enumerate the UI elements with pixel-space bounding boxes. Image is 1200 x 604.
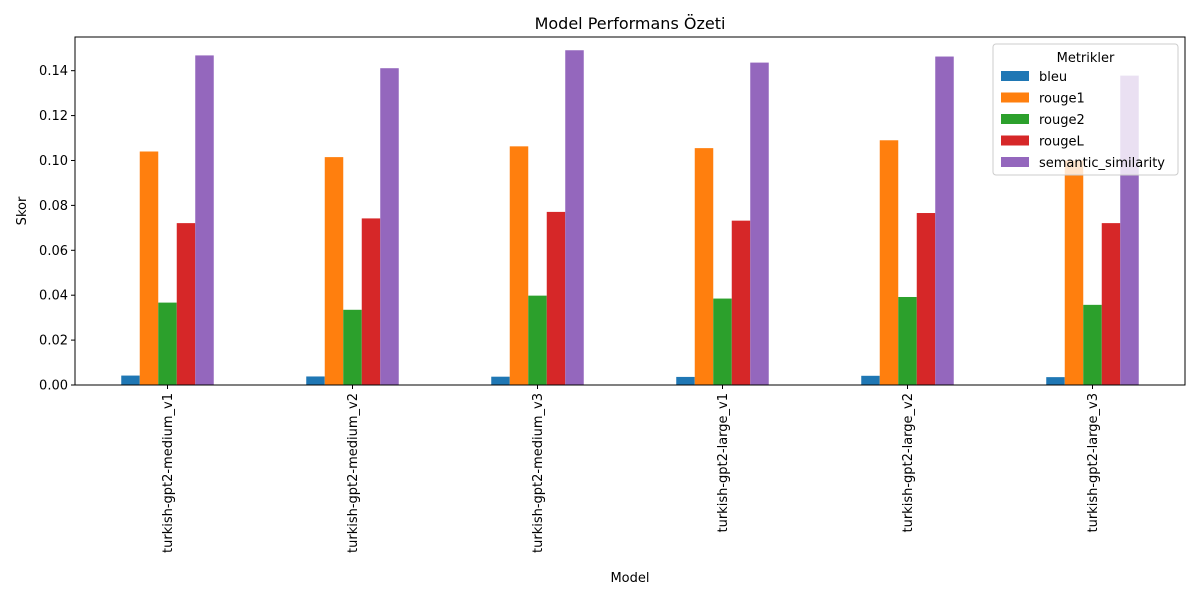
bar-rougeL-4	[731, 220, 751, 385]
legend-label-rougeL: rougeL	[1039, 135, 1085, 150]
y-tick-label: 0.14	[39, 64, 68, 79]
plot-frame	[74, 36, 1186, 386]
bar-semantic_similarity-5	[935, 56, 954, 386]
bar-semantic_similarity-1	[195, 55, 214, 385]
bar-rougeL-6	[1101, 223, 1121, 385]
bar-rouge1-6	[1064, 160, 1084, 385]
bar-semantic_similarity-2	[380, 68, 399, 386]
bar-bleu-6	[1046, 377, 1065, 385]
y-tick-label: 0.10	[39, 154, 68, 169]
x-tick-label: turkish-gpt2-medium_v3	[531, 393, 546, 553]
x-tick-label: turkish-gpt2-large_v1	[716, 393, 731, 533]
legend-label-semantic_similarity: semantic_similarity	[1039, 156, 1165, 171]
legend: Metrikler bleu rouge1 rouge2 rougeL semantic_…	[992, 43, 1179, 176]
y-tick-label: 0.04	[39, 289, 68, 304]
legend-box	[992, 43, 1179, 176]
y-axis-label: Skor	[15, 196, 30, 225]
bar-rouge1-5	[879, 140, 899, 385]
bar-rouge1-2	[324, 157, 344, 385]
x-axis-label: Model	[610, 571, 649, 586]
bar-rouge2-6	[1083, 304, 1102, 385]
plot-area	[121, 50, 1139, 386]
bar-semantic_similarity-3	[565, 50, 584, 385]
legend-label-bleu: bleu	[1039, 70, 1067, 85]
legend-swatch-rouge1	[1001, 92, 1029, 103]
bar-bleu-3	[491, 376, 510, 385]
legend-swatch-bleu	[1001, 71, 1029, 81]
bar-rouge2-4	[713, 298, 732, 385]
legend-label-rouge2: rouge2	[1039, 113, 1085, 128]
legend-swatch-rouge2	[1001, 114, 1029, 124]
bar-rouge2-5	[898, 296, 917, 385]
x-tick-label: turkish-gpt2-large_v3	[1086, 393, 1101, 533]
bar-rougeL-2	[361, 218, 381, 385]
bar-semantic_similarity-4	[750, 62, 769, 385]
bar-rouge1-4	[694, 148, 714, 385]
bar-rouge1-1	[139, 151, 159, 385]
bar-rougeL-5	[916, 213, 936, 385]
y-tick-label: 0.12	[39, 109, 68, 124]
bar-rouge2-3	[528, 295, 547, 385]
bar-bleu-1	[121, 375, 140, 385]
chart-title: Model Performans Özeti	[535, 14, 726, 33]
y-axis: 0.00 0.02 0.04 0.06 0.08 0.10 0.12 0.14	[39, 64, 75, 394]
y-tick-label: 0.00	[39, 379, 68, 394]
legend-label-rouge1: rouge1	[1039, 92, 1085, 107]
legend-title: Metrikler	[1057, 51, 1115, 66]
x-tick-label: turkish-gpt2-medium_v1	[161, 393, 176, 553]
bar-bleu-4	[676, 376, 695, 385]
legend-swatch-semantic_similarity	[1001, 157, 1029, 167]
x-tick-label: turkish-gpt2-medium_v2	[346, 393, 361, 553]
bar-rouge1-3	[509, 146, 529, 385]
bar-rougeL-1	[176, 223, 196, 385]
bar-rouge2-2	[343, 309, 362, 385]
y-tick-label: 0.02	[39, 334, 68, 349]
y-tick-label: 0.08	[39, 199, 68, 214]
bar-bleu-5	[861, 375, 880, 385]
x-tick-label: turkish-gpt2-large_v2	[901, 393, 916, 533]
y-tick-label: 0.06	[39, 244, 68, 259]
bar-bleu-2	[306, 376, 325, 385]
bar-rouge2-1	[158, 302, 177, 385]
legend-swatch-rougeL	[1001, 135, 1029, 146]
bar-rougeL-3	[546, 211, 566, 385]
x-axis: turkish-gpt2-medium_v1 turkish-gpt2-mediu…	[161, 385, 1101, 553]
